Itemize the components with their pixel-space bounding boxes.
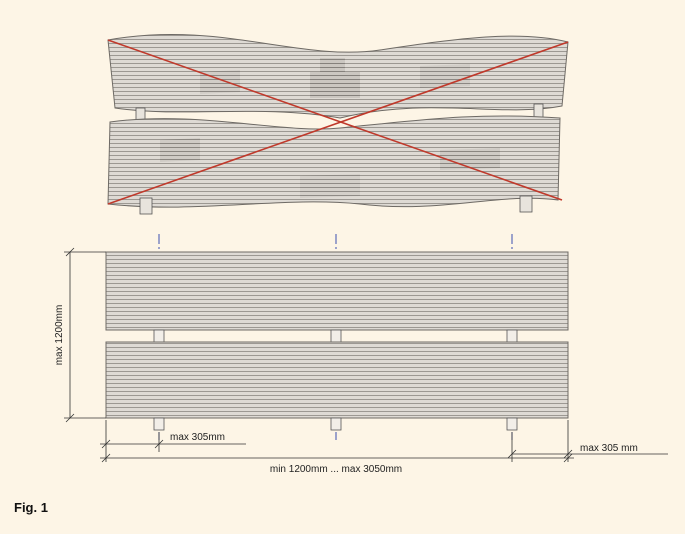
figure-label: Fig. 1 [14,500,48,515]
support-foot [330,417,342,431]
spacer-block [506,329,518,343]
support-foot [139,197,153,215]
warp-shadow-patch [420,64,470,88]
warp-shadow-patch [300,174,360,198]
cross-out-line [107,41,569,205]
left-overhang-label: max 305mm [170,432,225,443]
warp-shadow-patch [200,70,240,94]
support-foot [506,417,518,431]
warped-stack-view [107,34,569,215]
spacer-block [533,103,544,119]
spacer-block [330,329,342,343]
warp-shadow-patch [440,148,500,170]
correct-stack-view [105,234,569,440]
support-foot [519,195,533,213]
board-upper [105,251,569,331]
warp-shadow-patch [160,138,200,162]
warped-board-lower [107,115,561,208]
spacer-block [153,329,165,343]
right-overhang-label: max 305 mm [580,443,638,454]
dimension-annotations [64,247,668,463]
board-lower [105,341,569,419]
support-foot [153,417,165,431]
height-dimension-label: max 1200mm [54,305,65,366]
length-range-label: min 1200mm ... max 3050mm [270,464,402,475]
warp-shadow-patch [310,58,360,98]
cross-out-line [107,39,563,201]
